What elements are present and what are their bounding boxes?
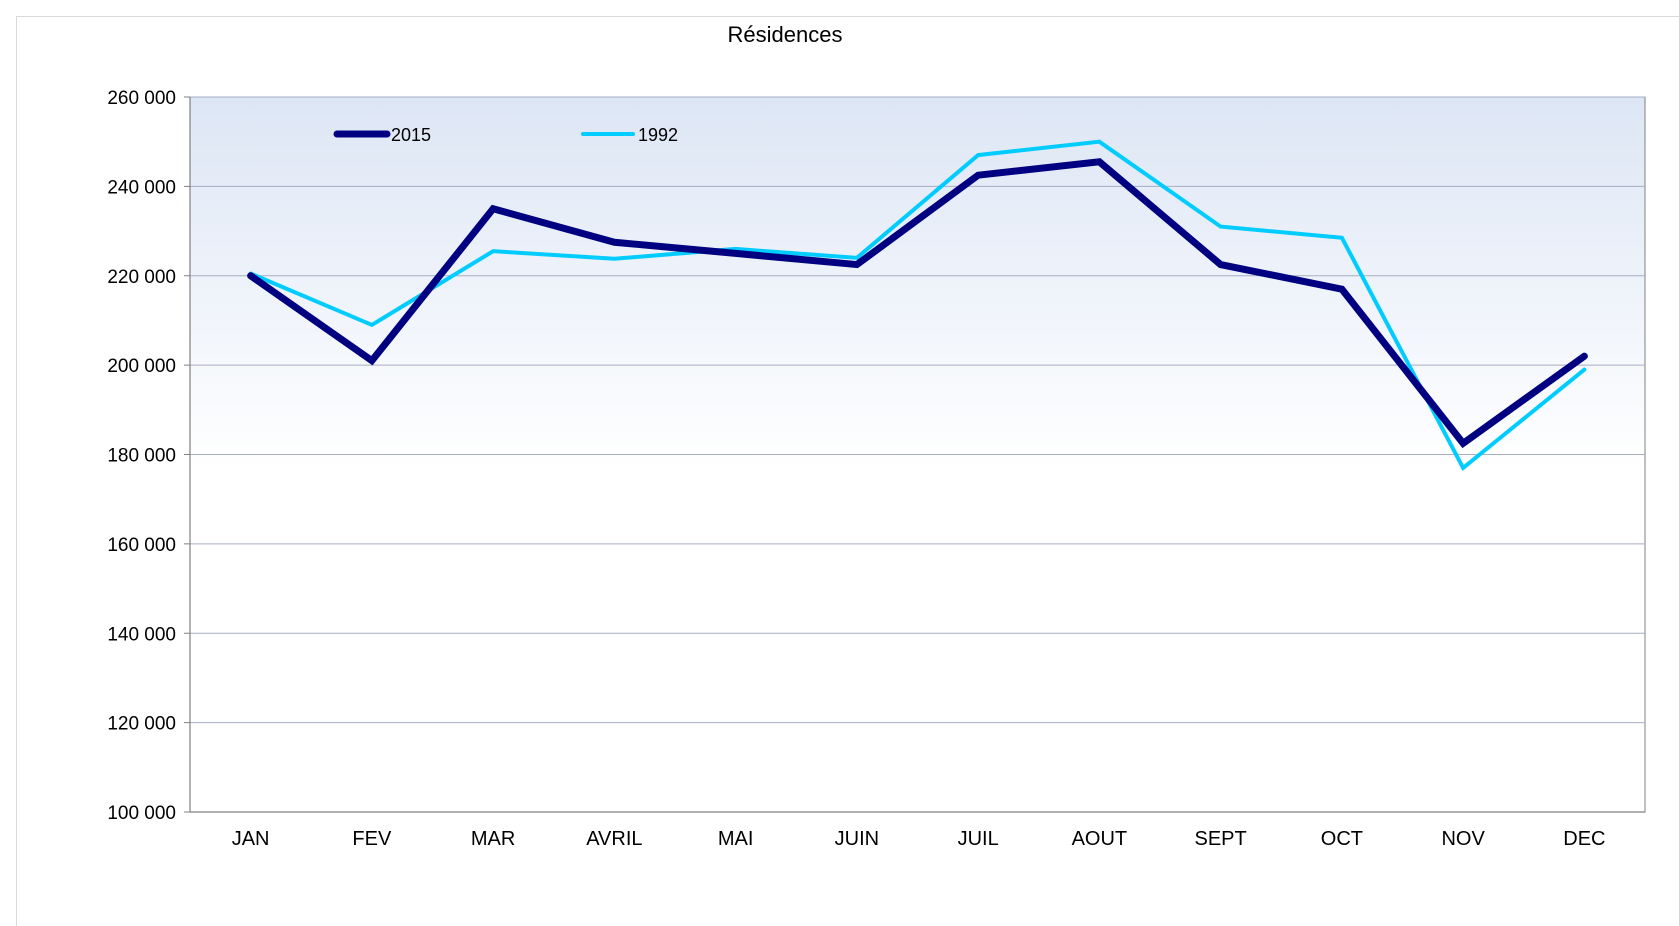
x-tick-label: DEC: [1563, 828, 1605, 850]
x-tick-label: AOUT: [1072, 828, 1128, 850]
y-tick-label: 220 000: [107, 267, 176, 288]
y-tick-label: 120 000: [107, 714, 176, 735]
legend-item-2015: 2015: [333, 125, 431, 145]
y-tick-label: 160 000: [107, 535, 176, 556]
y-tick-label: 140 000: [107, 624, 176, 645]
legend-item-1992: 1992: [581, 125, 678, 145]
legend-label: 1992: [638, 125, 678, 145]
x-tick-label: NOV: [1441, 828, 1485, 850]
x-tick-label: MAI: [718, 828, 754, 850]
x-tick-label: JUIN: [835, 828, 879, 850]
y-tick-label: 240 000: [107, 177, 176, 198]
y-tick-label: 200 000: [107, 356, 176, 377]
x-tick-label: JAN: [232, 828, 270, 850]
y-tick-label: 260 000: [107, 88, 176, 109]
x-tick-label: MAR: [471, 828, 515, 850]
series-line-1992: [248, 139, 1587, 471]
series-line-2015: [247, 158, 1588, 449]
x-tick-label: SEPT: [1195, 828, 1247, 850]
x-tick-label: FEV: [352, 828, 392, 850]
y-tick-label: 100 000: [107, 803, 176, 824]
chart-title: Résidences: [728, 22, 843, 47]
x-tick-label: JUIL: [958, 828, 999, 850]
chart-frame: [16, 16, 1679, 926]
legend-label: 2015: [391, 125, 431, 145]
y-tick-label: 180 000: [107, 446, 176, 467]
x-tick-label: AVRIL: [586, 828, 642, 850]
x-tick-label: OCT: [1321, 828, 1363, 850]
